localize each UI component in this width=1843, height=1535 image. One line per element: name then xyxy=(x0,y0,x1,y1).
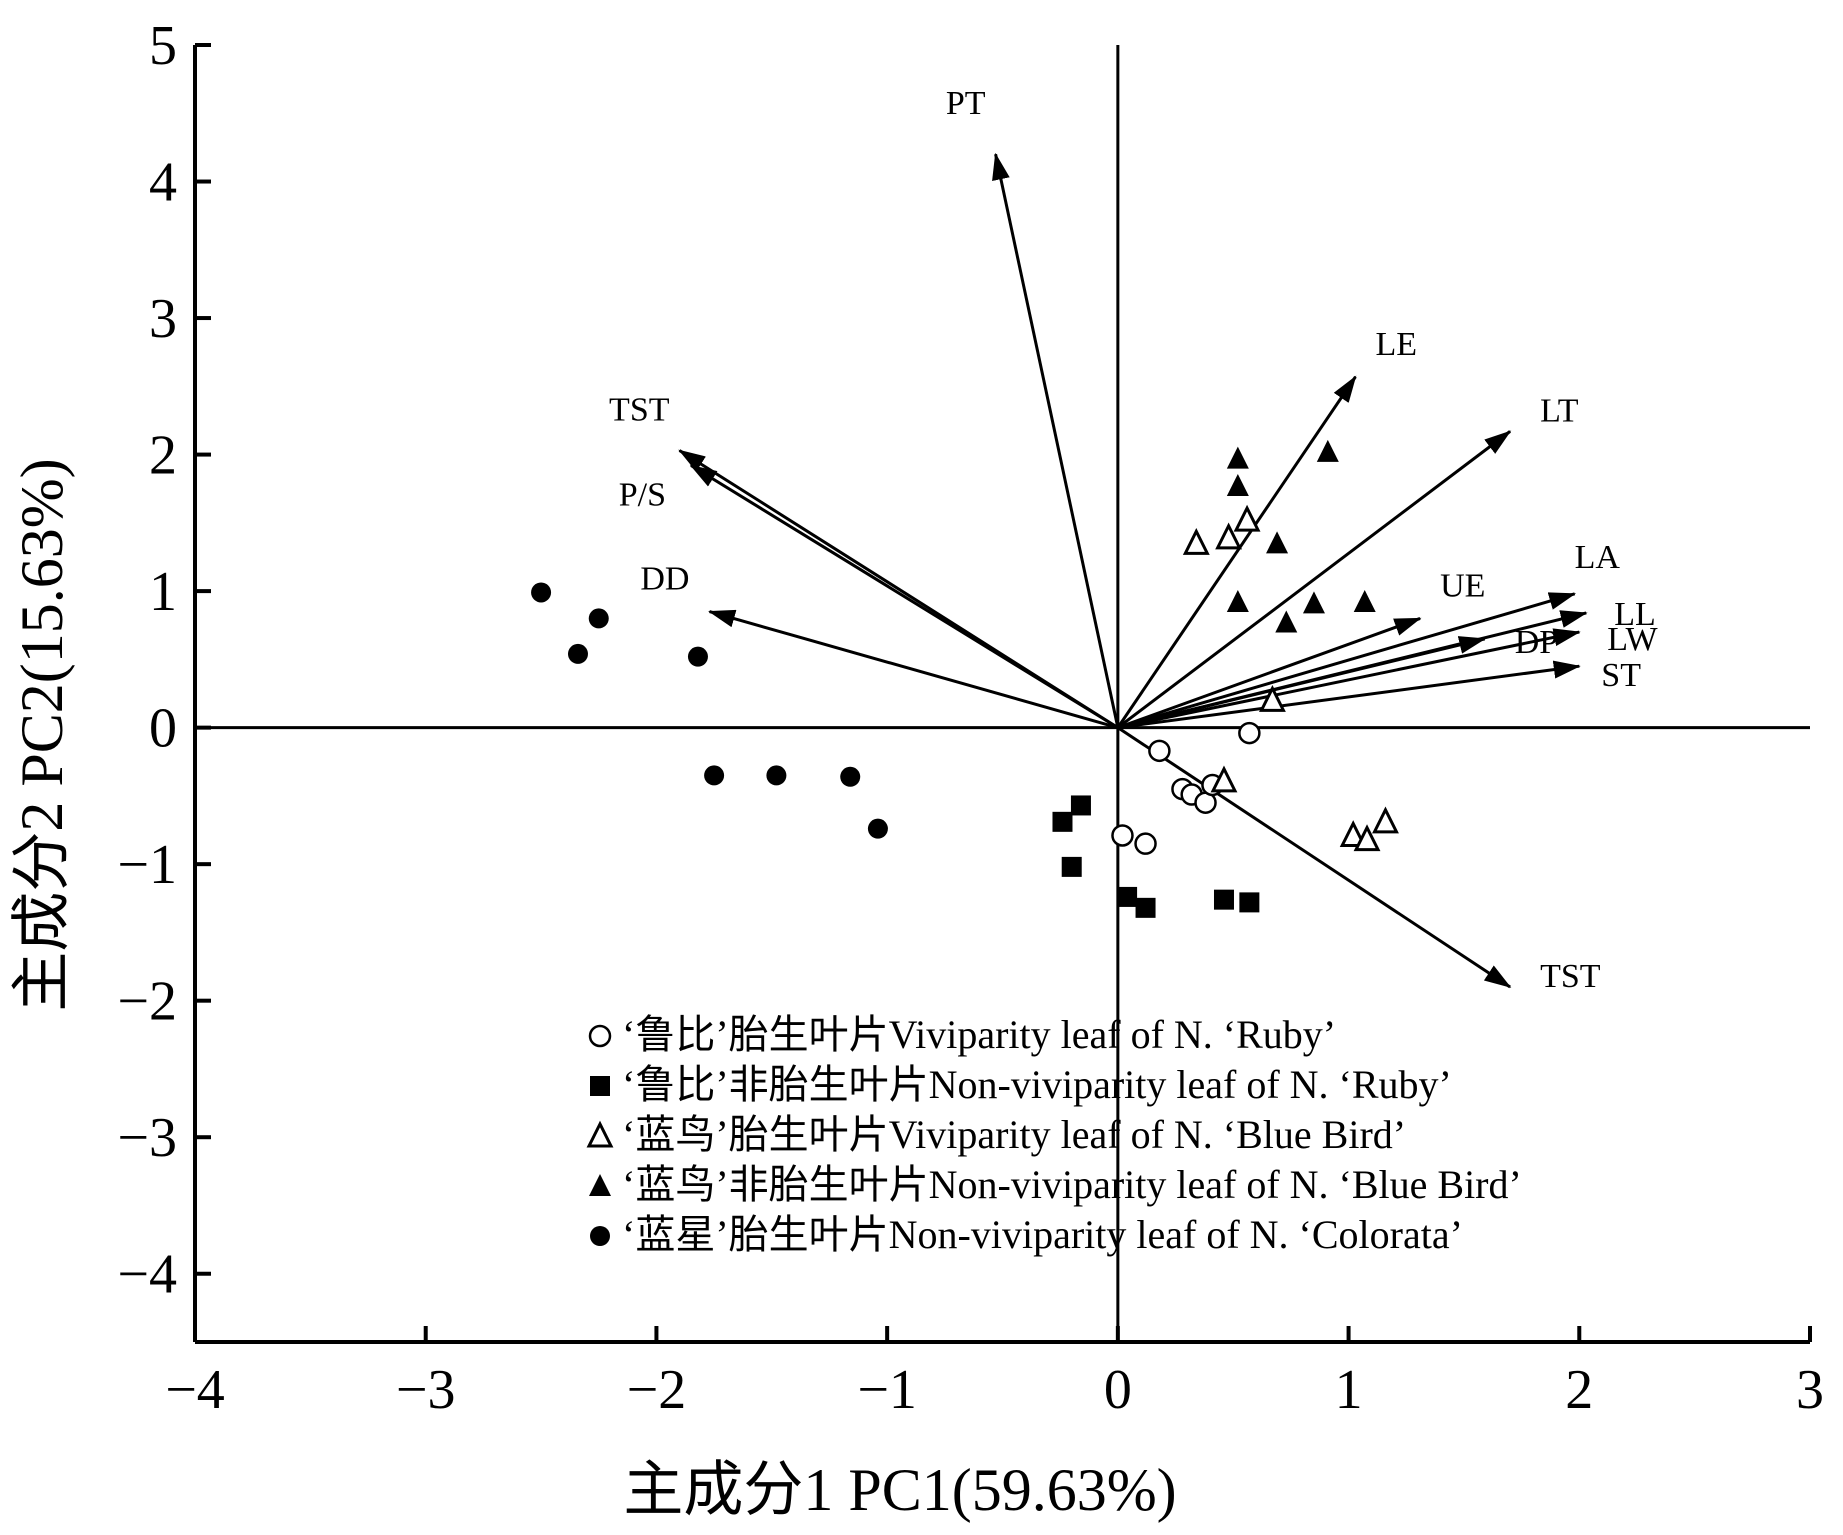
legend-marker xyxy=(586,1120,614,1148)
x-tick-label: 0 xyxy=(1104,1359,1132,1421)
vector-label: LA xyxy=(1575,539,1621,576)
vector-label: P/S xyxy=(619,477,666,514)
data-point xyxy=(1226,473,1249,496)
y-tick-label: −2 xyxy=(117,971,177,1033)
data-point xyxy=(1302,591,1325,614)
data-point xyxy=(1070,795,1091,816)
loading-vector-lt xyxy=(1116,430,1512,729)
x-tick-label: −2 xyxy=(627,1359,687,1421)
data-point xyxy=(531,582,552,603)
x-tick-label: 3 xyxy=(1796,1359,1824,1421)
data-point xyxy=(1117,886,1138,907)
loading-vector-ue xyxy=(1117,616,1422,730)
vector-label: TST xyxy=(609,391,670,428)
data-point xyxy=(766,765,787,786)
legend-marker xyxy=(588,1024,612,1048)
y-tick-label: 1 xyxy=(149,561,177,623)
data-point xyxy=(567,643,588,664)
data-point xyxy=(1226,446,1249,469)
legend-label: ‘鲁比’胎生叶片Viviparity leaf of N. ‘Ruby’ xyxy=(622,1012,1336,1057)
loading-vector-le xyxy=(1116,375,1357,729)
y-tick-label: 5 xyxy=(149,15,177,77)
loading-vector-ps xyxy=(689,464,1119,729)
data-point xyxy=(1052,811,1073,832)
x-tick-label: −1 xyxy=(857,1359,917,1421)
data-point xyxy=(1353,824,1381,852)
data-point xyxy=(1182,527,1210,555)
y-tick-label: 0 xyxy=(149,698,177,760)
loading-vector-dd xyxy=(708,609,1119,730)
vector-label: PT xyxy=(946,85,986,122)
data-point xyxy=(867,818,888,839)
loading-vector-tst xyxy=(1117,726,1512,989)
data-point xyxy=(1238,721,1261,745)
legend-marker xyxy=(590,1226,610,1246)
data-point xyxy=(1134,832,1157,855)
loading-vector-pt xyxy=(992,152,1120,728)
y-tick-label: 3 xyxy=(149,288,177,350)
data-point xyxy=(840,766,861,787)
data-point xyxy=(1233,504,1261,532)
legend: ‘鲁比’胎生叶片Viviparity leaf of N. ‘Ruby’ ‘鲁比’… xyxy=(586,1012,1522,1257)
data-point xyxy=(1148,739,1171,763)
data-point xyxy=(1226,590,1249,613)
y-tick-label: 4 xyxy=(149,152,177,214)
y-tick-label: −1 xyxy=(117,834,177,896)
legend-marker xyxy=(590,1076,610,1096)
vector-label: LE xyxy=(1375,326,1417,363)
data-point xyxy=(1213,889,1234,910)
loading-vector-lw xyxy=(1117,628,1581,730)
data-point xyxy=(1275,610,1298,633)
data-point xyxy=(704,765,725,786)
legend-label: ‘蓝鸟’非胎生叶片Non-viviparity leaf of N. ‘Blue… xyxy=(622,1162,1522,1207)
legend-label: ‘蓝星’胎生叶片Non-viviparity leaf of N. ‘Color… xyxy=(622,1212,1463,1257)
data-point xyxy=(1353,590,1376,613)
y-tick-label: 2 xyxy=(149,425,177,487)
vector-label: ST xyxy=(1601,657,1641,694)
x-axis-title: 主成分1 PC1(59.63%) xyxy=(623,1457,1176,1523)
loading-vector-la xyxy=(1117,592,1577,730)
vector-label: LW xyxy=(1607,621,1658,658)
data-point xyxy=(1259,684,1286,712)
data-point xyxy=(1266,531,1289,554)
legend-label: ‘鲁比’非胎生叶片Non-viviparity leaf of N. ‘Ruby… xyxy=(622,1062,1452,1107)
data-point xyxy=(1339,820,1367,847)
data-point xyxy=(588,608,609,629)
x-tick-label: −4 xyxy=(165,1359,225,1421)
data-point xyxy=(1316,439,1339,462)
vector-label: DP xyxy=(1515,624,1558,661)
data-point xyxy=(687,646,708,667)
vector-label: TST xyxy=(1540,958,1601,995)
data-point xyxy=(1111,824,1134,847)
data-point xyxy=(1372,806,1399,834)
legend-label: ‘蓝鸟’胎生叶片Viviparity leaf of N. ‘Blue Bird… xyxy=(622,1112,1406,1157)
loading-vector-dp xyxy=(1117,636,1487,730)
data-point xyxy=(1210,765,1238,793)
data-point xyxy=(1215,522,1243,550)
vector-label: LT xyxy=(1540,392,1579,429)
data-point xyxy=(1239,892,1260,913)
y-axis-title: 主成分2 PC2(15.63%) xyxy=(9,458,75,1011)
y-tick-label: −3 xyxy=(117,1107,177,1169)
vector-label: LL xyxy=(1614,596,1656,633)
x-tick-label: 1 xyxy=(1335,1359,1363,1421)
y-tick-label: −4 xyxy=(117,1244,177,1306)
vector-label: DD xyxy=(640,561,689,598)
x-tick-label: −3 xyxy=(396,1359,456,1421)
loading-vector-st xyxy=(1117,660,1581,730)
data-point xyxy=(1061,856,1082,877)
data-point xyxy=(1135,897,1156,918)
x-tick-label: 2 xyxy=(1565,1359,1593,1421)
vector-label: UE xyxy=(1440,567,1485,604)
legend-marker xyxy=(589,1174,611,1196)
